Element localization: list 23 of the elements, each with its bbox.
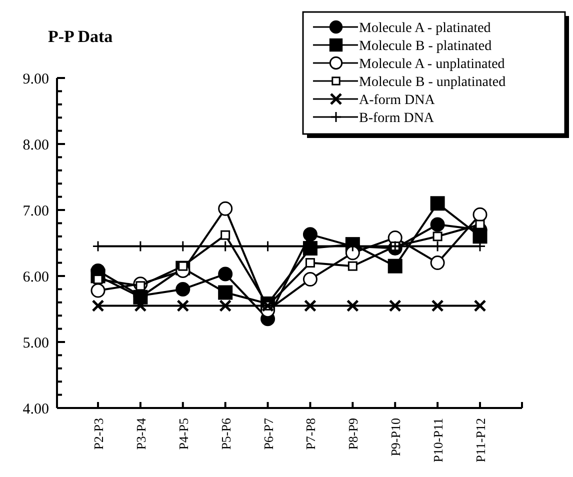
legend-label: Molecule A - platinated xyxy=(359,20,491,36)
y-tick-label: 7.00 xyxy=(22,203,49,220)
legend-label: Molecule B - unplatinated xyxy=(359,74,506,90)
x-tick-label: P3-P4 xyxy=(133,418,148,450)
x-tick-label: P10-P11 xyxy=(430,418,446,462)
legend-label: Molecule A - unplatinated xyxy=(359,56,505,72)
x-tick-label: P6-P7 xyxy=(260,418,276,450)
legend-label: B-form DNA xyxy=(359,110,435,126)
legend-label: A-form DNA xyxy=(359,92,436,108)
y-tick-label: 6.00 xyxy=(22,269,49,286)
chart-title: P-P Data xyxy=(48,27,114,46)
x-tick-label: P7-P8 xyxy=(303,418,318,450)
x-tick-label: P5-P6 xyxy=(218,418,234,450)
y-tick-label: 9.00 xyxy=(22,71,49,88)
y-tick-label: 8.00 xyxy=(22,137,49,154)
legend-label: Molecule B - platinated xyxy=(359,38,492,54)
x-tick-label: P8-P9 xyxy=(346,418,361,450)
x-tick-label: P9-P10 xyxy=(388,418,404,456)
x-tick-label: P2-P3 xyxy=(91,418,106,450)
y-tick-label: 5.00 xyxy=(22,335,49,352)
x-tick-label: P4-P5 xyxy=(176,418,191,450)
x-tick-label: P11-P12 xyxy=(473,418,488,462)
y-tick-label: 4.00 xyxy=(22,401,49,418)
